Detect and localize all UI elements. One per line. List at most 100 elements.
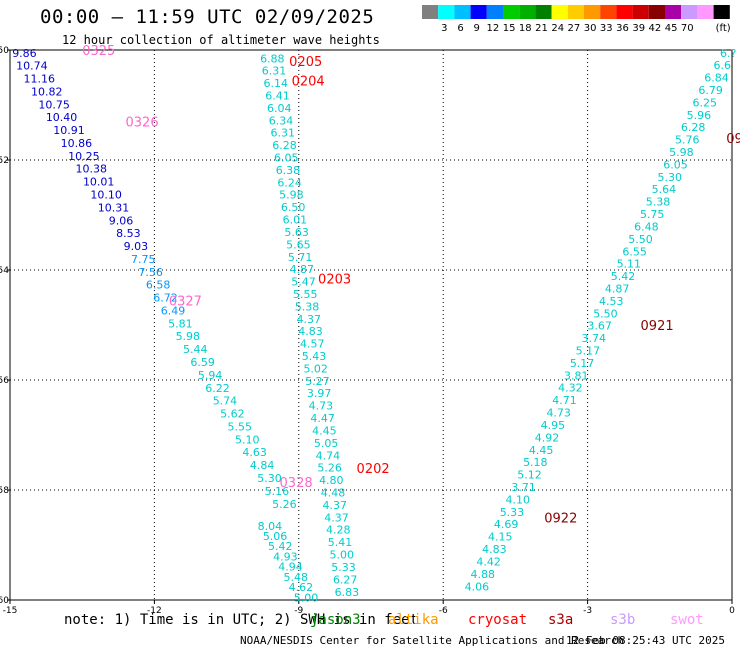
wave-height-value: 5.74: [213, 395, 238, 408]
pass-time-label: 0202: [357, 462, 390, 477]
wave-height-value: 6.31: [270, 127, 295, 140]
colorbar-swatch: [648, 5, 665, 19]
wave-height-value: 6.59: [190, 356, 215, 369]
wave-height-value: 5.42: [268, 540, 293, 553]
colorbar-swatch: [681, 5, 698, 19]
y-tick-label: -54: [0, 266, 9, 276]
wave-height-value: 4.93: [273, 550, 298, 563]
wave-height-value: 5.16: [265, 485, 290, 498]
wave-height-value: 5.12: [517, 469, 542, 482]
colorbar-label: 39: [632, 23, 645, 34]
wave-height-value: 4.42: [476, 555, 501, 568]
wave-height-value: 6.48: [634, 220, 659, 233]
pass-time-label: 0325: [82, 44, 115, 59]
colorbar-label: 9: [474, 23, 480, 34]
x-tick-label: -9: [294, 606, 303, 616]
wave-height-value: 5.48: [283, 571, 308, 584]
wave-height-value: 5.98: [669, 146, 694, 159]
wave-height-value: 4.92: [535, 431, 560, 444]
wave-height-value: 5.26: [272, 498, 297, 511]
wave-height-value: 5.05: [314, 437, 339, 450]
wave-height-value: 4.95: [541, 419, 566, 432]
wave-height-value: 10.40: [46, 111, 78, 124]
colorbar-label: 70: [681, 23, 694, 34]
wave-height-value: 6.83: [335, 586, 360, 599]
colorbar-swatch: [600, 5, 617, 19]
y-tick-label: -52: [0, 156, 9, 166]
colorbar-swatch: [503, 5, 520, 19]
wave-height-value: 4.88: [470, 568, 495, 581]
satellite-legend-item: s3b: [610, 612, 636, 628]
wave-height-value: 6.6: [714, 59, 732, 72]
y-tick-label: -50: [0, 46, 9, 56]
colorbar-swatch: [697, 5, 714, 19]
wave-height-value: 4.37: [323, 499, 348, 512]
wave-height-value: 10.25: [68, 150, 100, 163]
wave-height-value: 5.64: [652, 183, 677, 196]
wave-height-value: 5.33: [500, 506, 525, 519]
wave-height-value: 4.10: [506, 493, 531, 506]
wave-height-value: 6.84: [704, 72, 729, 85]
y-tick-label: -60: [0, 596, 9, 606]
wave-height-value: 10.82: [31, 85, 63, 98]
satellite-legend-item: s3a: [548, 612, 574, 628]
plot-frame: [9, 49, 733, 601]
colorbar-swatch: [616, 5, 633, 19]
wave-height-value: 7.75: [131, 253, 156, 266]
wave-height-value: 6.01: [283, 214, 308, 227]
wave-height-value: 5.50: [593, 307, 618, 320]
wave-height-value: 5.41: [328, 536, 353, 549]
credit-line: NOAA/NESDIS Center for Satellite Applica…: [240, 634, 625, 647]
wave-height-value: 9.86: [12, 47, 37, 60]
colorbar-label: 3: [441, 23, 447, 34]
wave-height-value: 5.26: [317, 462, 342, 475]
satellite-legend-item: swot: [670, 612, 704, 628]
wave-height-value: 6.41: [265, 89, 290, 102]
wave-height-value: 5.00: [294, 591, 319, 604]
wave-height-value: 8.04: [258, 520, 283, 533]
wave-height-points: 9.8610.7411.1610.8210.7510.4010.9110.861…: [12, 47, 736, 605]
y-tick-label: -58: [0, 486, 9, 496]
wave-height-value: 3.81: [564, 369, 589, 382]
wave-height-value: 5.33: [331, 561, 356, 574]
colorbar-label: 33: [600, 23, 613, 34]
wave-height-value: 10.01: [83, 176, 115, 189]
wave-height-value: 4.06: [465, 580, 490, 593]
wave-height-value: 6.55: [622, 245, 647, 258]
chart-title: 00:00 — 11:59 UTC 02/09/2025: [40, 6, 375, 28]
x-tick-label: -15: [3, 606, 18, 616]
colorbar-label: 36: [616, 23, 629, 34]
wave-height-value: 4.47: [310, 412, 335, 425]
wave-height-value: 5.76: [675, 134, 700, 147]
wave-height-value: 5.00: [329, 549, 354, 562]
wave-height-value: 10.38: [76, 163, 108, 176]
wave-height-value: 4.74: [316, 449, 341, 462]
color-scale-bar: 3 6 9 12 15 18 21 24 27 30 33 36 39 42 45 70 (ft): [422, 5, 731, 34]
colorbar-swatch: [422, 5, 439, 19]
wave-height-value: 6.72: [153, 292, 178, 305]
wave-height-value: 4.53: [599, 295, 624, 308]
wave-height-value: 3.67: [587, 320, 612, 333]
wave-height-value: 6.27: [333, 573, 358, 586]
wave-height-value: 5.10: [235, 433, 260, 446]
colorbar-swatch: [567, 5, 584, 19]
wave-height-value: 5.47: [291, 276, 316, 289]
wave-height-value: 9.03: [124, 240, 149, 253]
wave-height-value: 6.04: [267, 102, 292, 115]
pass-time-label: 0327: [169, 294, 202, 309]
wave-height-value: 6.22: [205, 382, 230, 395]
wave-height-value: 5.42: [611, 270, 636, 283]
wave-height-value: 5.44: [183, 343, 208, 356]
timestamp: 12 Feb 08:25:43 UTC 2025: [566, 634, 725, 647]
wave-height-value: 5.43: [302, 350, 327, 363]
colorbar-label: 12: [487, 23, 500, 34]
pass-time-label: 09: [726, 132, 740, 147]
wave-height-value: 10.74: [16, 60, 48, 73]
colorbar-swatch: [438, 5, 455, 19]
wave-height-value: 5.55: [228, 420, 253, 433]
wave-height-value: 6.28: [681, 121, 706, 134]
pass-time-label: 0205: [289, 55, 322, 70]
wave-height-value: 4.84: [250, 459, 275, 472]
pass-time-label: 0922: [544, 512, 577, 527]
wave-height-value: 10.86: [61, 137, 93, 150]
